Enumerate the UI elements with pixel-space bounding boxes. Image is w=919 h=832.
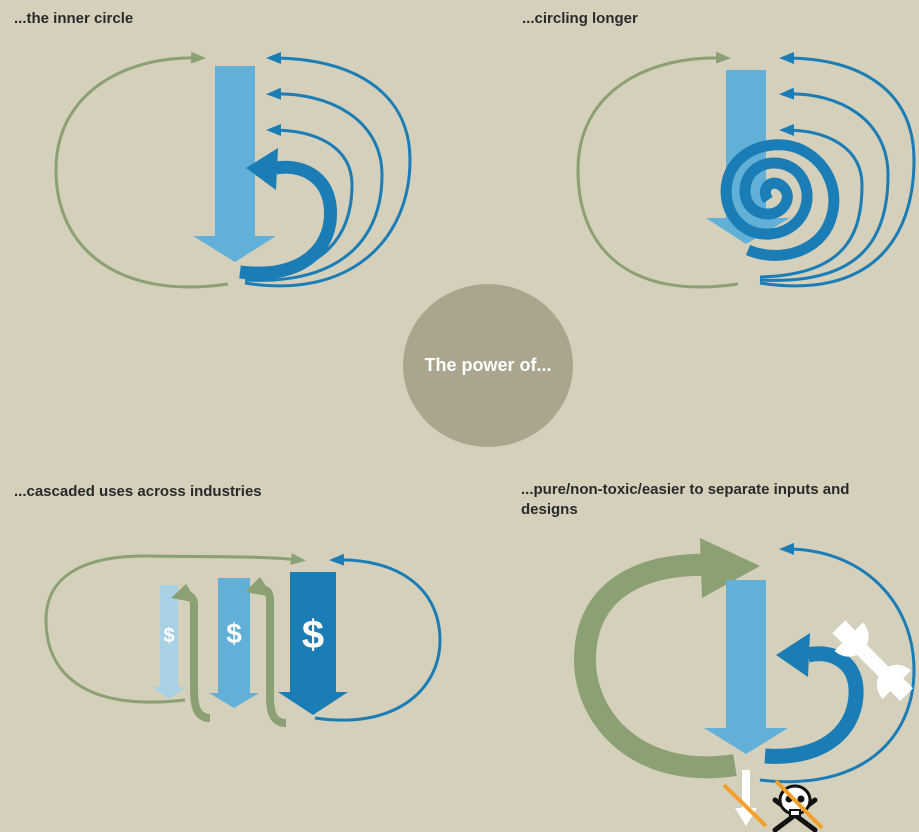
main-flow-down-arrow xyxy=(193,66,276,262)
return-arrow-head xyxy=(246,148,278,190)
inner-circle-diagram xyxy=(54,51,412,289)
dollar-symbol-medium: $ xyxy=(226,618,242,649)
cascaded-uses-diagram: $ $ $ xyxy=(44,553,442,727)
blocked-waste-arrow xyxy=(722,770,768,828)
circling-longer-label: ...circling longer xyxy=(522,10,638,27)
inner-circle-return-arrow xyxy=(239,160,338,280)
blue-outer-loop-arrow xyxy=(759,542,916,784)
green-loop-arrow xyxy=(576,51,739,289)
dollar-symbol-small: $ xyxy=(163,625,174,647)
cascade-arrow-3 xyxy=(278,572,348,715)
inner-circle-return-arrow xyxy=(764,646,864,764)
green-transfer-arrow-2 xyxy=(256,585,287,727)
blue-middle-loop-arrow xyxy=(759,87,890,282)
inner-circle-label: ...the inner circle xyxy=(14,10,134,27)
spiral-arrow xyxy=(720,139,840,261)
center-circle: The power of... xyxy=(403,284,573,447)
blue-inner-loop-arrow xyxy=(759,124,864,279)
green-transfer-arrow-2-head xyxy=(245,577,273,597)
large-green-loop-arrow xyxy=(573,553,737,779)
center-text: The power of... xyxy=(424,355,552,375)
blue-middle-loop-arrow xyxy=(244,87,384,282)
main-flow-down-arrow xyxy=(704,580,788,754)
pure-inputs-diagram xyxy=(573,538,916,832)
cascaded-uses-label: ...cascaded uses across industries xyxy=(14,483,262,500)
green-outer-loop-arrow xyxy=(44,553,306,704)
blue-outer-loop-arrow xyxy=(244,52,412,288)
green-loop-arrow xyxy=(54,51,229,289)
blue-outer-loop-arrow xyxy=(314,553,442,722)
skull-crossbones-icon xyxy=(772,779,824,832)
dollar-symbol-large: $ xyxy=(302,613,324,657)
cascade-arrow-2 xyxy=(209,578,259,708)
large-green-arrow-head xyxy=(700,538,760,598)
green-transfer-arrow-1-head xyxy=(171,584,198,603)
cascade-arrow-1 xyxy=(152,585,186,699)
pure-inputs-label: ...pure/non-toxic/easier to separate inp… xyxy=(521,481,850,518)
green-transfer-arrow-1 xyxy=(182,591,211,722)
blue-outer-loop-arrow xyxy=(759,52,916,288)
wrench-icon xyxy=(832,620,914,702)
return-arrow-head xyxy=(776,633,810,677)
circling-longer-diagram xyxy=(576,51,916,289)
